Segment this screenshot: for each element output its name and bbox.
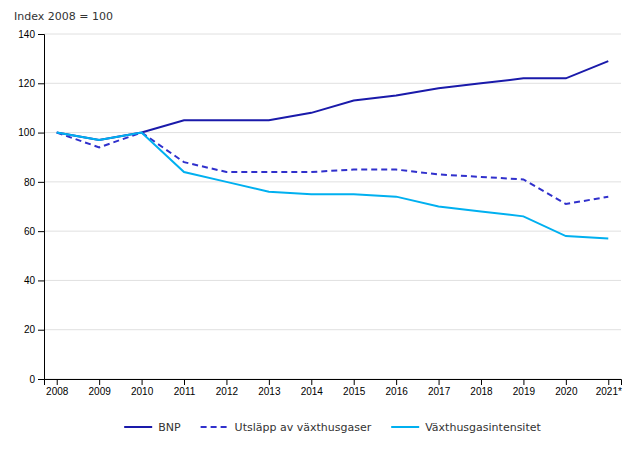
- y-tick: 120: [18, 78, 44, 89]
- grid-line: [44, 83, 621, 84]
- series-line: [57, 61, 609, 140]
- x-axis-line: [45, 380, 622, 386]
- x-tick-mark: [226, 379, 227, 385]
- y-tick-mark: [38, 330, 44, 331]
- y-tick: 60: [24, 226, 44, 237]
- y-tick-label: 80: [24, 177, 36, 188]
- x-tick-mark: [566, 379, 567, 385]
- y-tick-label: 120: [18, 78, 35, 89]
- y-tick-label: 0: [29, 374, 35, 385]
- x-tick: 2010: [131, 379, 154, 397]
- x-tick-label: 2021*: [596, 386, 622, 397]
- lines: [57, 61, 609, 238]
- grid-line: [44, 329, 621, 330]
- x-tick-mark: [608, 379, 609, 385]
- y-tick-label: 140: [18, 29, 35, 40]
- x-tick-mark: [523, 379, 524, 385]
- grid-line: [44, 280, 621, 281]
- chart: 2008 2009 2010 2011 2012 2013 2014 2015 2016 2017…: [0, 0, 643, 451]
- grid-line: [44, 34, 621, 35]
- x-tick: 2009: [89, 379, 112, 397]
- x-tick: 2012: [216, 379, 239, 397]
- legend-item: Utsläpp av växthusgaser: [201, 421, 372, 434]
- legend-label: Utsläpp av växthusgaser: [235, 421, 372, 434]
- grid-line: [44, 231, 621, 232]
- legend-swatch: [201, 426, 229, 428]
- x-tick: 2017: [428, 379, 451, 397]
- grid-line: [44, 181, 621, 182]
- y-tick: 40: [24, 275, 44, 286]
- legend-label: Växthusgasintensitet: [425, 421, 541, 434]
- x-tick-label: 2011: [174, 386, 196, 397]
- x-tick: 2020: [555, 379, 578, 397]
- x-tick-label: 2012: [216, 386, 239, 397]
- x-tick: 2008: [46, 379, 69, 397]
- y-tick-mark: [38, 231, 44, 232]
- x-tick: 2011: [174, 379, 196, 397]
- x-tick: 2013: [258, 379, 281, 397]
- x-tick-mark: [269, 379, 270, 385]
- y-axis-label: Index 2008 = 100: [14, 10, 113, 23]
- x-tick: 2016: [386, 379, 409, 397]
- legend-label: BNP: [158, 421, 181, 434]
- x-tick-label: 2009: [89, 386, 112, 397]
- x-tick-mark: [311, 379, 312, 385]
- y-tick-mark: [38, 34, 44, 35]
- x-tick-mark: [184, 379, 185, 385]
- y-tick: 0: [29, 374, 44, 385]
- x-tick-mark: [439, 379, 440, 385]
- x-tick-mark: [142, 379, 143, 385]
- y-axis-line: [38, 35, 45, 380]
- x-tick-label: 2018: [470, 386, 493, 397]
- x-tick-label: 2017: [428, 386, 451, 397]
- legend-swatch: [391, 426, 419, 428]
- x-tick-label: 2008: [46, 386, 69, 397]
- legend-item: BNP: [124, 421, 181, 434]
- x-tick-label: 2020: [555, 386, 578, 397]
- x-tick-mark: [481, 379, 482, 385]
- x-tick-mark: [99, 379, 100, 385]
- grid-line: [44, 132, 621, 133]
- y-tick-label: 100: [18, 127, 35, 138]
- y-tick-label: 40: [24, 275, 36, 286]
- x-tick-label: 2014: [301, 386, 324, 397]
- legend-swatch: [124, 426, 152, 428]
- legend: BNP Utsläpp av växthusgaser Växthusgasinte…: [124, 421, 541, 434]
- y-tick: 140: [18, 29, 44, 40]
- y-tick: 20: [24, 324, 44, 335]
- y-axis: 0 20 40 60 80 100 120 140: [18, 29, 44, 385]
- x-tick: 2019: [513, 379, 536, 397]
- x-tick-label: 2019: [513, 386, 536, 397]
- x-tick-mark: [354, 379, 355, 385]
- x-axis: 2008 2009 2010 2011 2012 2013 2014 2015 2016 2017…: [45, 379, 622, 397]
- x-tick: 2015: [343, 379, 366, 397]
- y-tick-mark: [38, 379, 44, 380]
- x-tick: 2014: [301, 379, 324, 397]
- plot: 2008 2009 2010 2011 2012 2013 2014 2015 2016 2017…: [18, 29, 622, 397]
- y-tick: 80: [24, 177, 44, 188]
- y-tick-mark: [38, 182, 44, 183]
- x-tick-label: 2016: [386, 386, 409, 397]
- x-tick-mark: [57, 379, 58, 385]
- x-tick-label: 2015: [343, 386, 366, 397]
- x-tick: 2021*: [596, 379, 622, 397]
- y-tick-mark: [38, 83, 44, 84]
- y-tick-label: 60: [24, 226, 36, 237]
- x-tick-label: 2013: [258, 386, 281, 397]
- y-tick-label: 20: [24, 324, 36, 335]
- y-tick-mark: [38, 280, 44, 281]
- x-tick-mark: [396, 379, 397, 385]
- grid: [44, 34, 621, 379]
- y-tick-mark: [38, 133, 44, 134]
- legend-item: Växthusgasintensitet: [391, 421, 541, 434]
- x-tick: 2018: [470, 379, 493, 397]
- series-line: [57, 133, 609, 239]
- y-tick: 100: [18, 127, 44, 138]
- x-tick-label: 2010: [131, 386, 154, 397]
